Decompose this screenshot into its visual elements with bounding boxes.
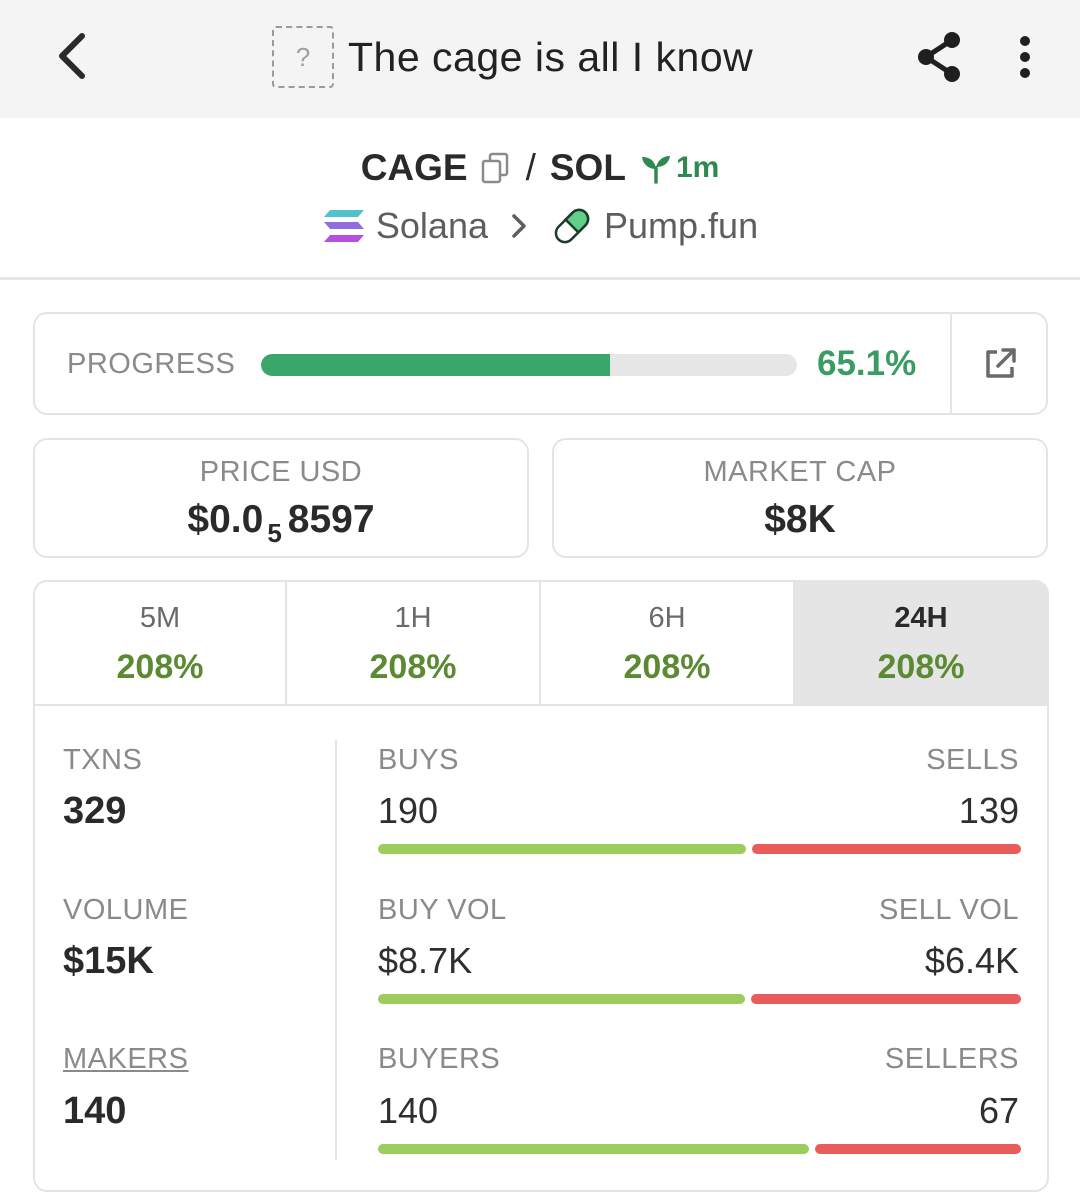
top-app-bar: ? The cage is all I know bbox=[0, 0, 1080, 118]
tab-change: 208% bbox=[623, 648, 711, 686]
buy-vol-ratio-bar bbox=[378, 994, 745, 1004]
dex-name: Pump.fun bbox=[604, 205, 759, 246]
sell-vol-ratio-bar bbox=[751, 994, 1021, 1004]
question-mark-icon: ? bbox=[295, 41, 311, 72]
bonding-progress-card: PROGRESS 65.1% bbox=[33, 312, 1048, 415]
seedling-icon bbox=[641, 156, 670, 184]
price-zero-count: 5 bbox=[267, 518, 282, 548]
tab-label: 24H bbox=[894, 602, 948, 634]
price-usd-value: $0.0 5 8597 bbox=[35, 498, 527, 549]
buyers-ratio-bar bbox=[378, 1144, 809, 1154]
sells-value: 139 bbox=[958, 790, 1019, 831]
tab-1h[interactable]: 1H 208% bbox=[287, 582, 541, 704]
tab-change: 208% bbox=[116, 648, 204, 686]
buys-ratio-bar bbox=[378, 844, 746, 854]
copy-icon bbox=[481, 152, 508, 184]
more-options-button[interactable] bbox=[1000, 28, 1050, 86]
progress-percent: 65.1% bbox=[817, 344, 917, 383]
tab-label: 1H bbox=[394, 602, 432, 634]
price-prefix: $0.0 bbox=[187, 498, 264, 541]
progress-label: PROGRESS bbox=[67, 348, 236, 380]
sell-vol-label: SELL VOL bbox=[879, 894, 1019, 926]
tab-label: 6H bbox=[648, 602, 686, 634]
title-group: ? The cage is all I know bbox=[272, 26, 753, 88]
solana-icon bbox=[323, 210, 364, 242]
sells-label: SELLS bbox=[926, 744, 1019, 776]
more-vertical-icon bbox=[1020, 36, 1030, 78]
pair-age-badge: 1m bbox=[640, 151, 719, 185]
buy-vol-value: $8.7K bbox=[378, 940, 473, 981]
price-digits: 8597 bbox=[287, 498, 375, 541]
buys-value: 190 bbox=[378, 790, 439, 831]
chain-breadcrumb: Solana Pump.fun bbox=[0, 198, 1080, 254]
share-button[interactable] bbox=[910, 28, 968, 86]
volume-value: $15K bbox=[63, 940, 154, 982]
share-icon bbox=[918, 32, 960, 82]
tab-5m[interactable]: 5M 208% bbox=[35, 582, 287, 704]
tab-change: 208% bbox=[877, 648, 965, 686]
timeframe-tabs: 5M 208% 1H 208% 6H 208% 24H 208% bbox=[35, 582, 1047, 706]
sell-vol-value: $6.4K bbox=[924, 940, 1019, 981]
pair-age: 1m bbox=[675, 151, 720, 184]
copy-address-button[interactable] bbox=[478, 149, 512, 187]
sellers-label: SELLERS bbox=[884, 1043, 1019, 1075]
pair-separator: / bbox=[525, 147, 536, 188]
market-cap-value: $8K bbox=[764, 498, 836, 541]
external-link-icon bbox=[986, 347, 1016, 378]
chain-link[interactable]: Solana bbox=[322, 205, 488, 247]
open-external-button[interactable] bbox=[950, 314, 1048, 413]
makers-link[interactable]: MAKERS bbox=[63, 1043, 189, 1075]
tab-6h[interactable]: 6H 208% bbox=[541, 582, 795, 704]
sells-ratio-bar bbox=[752, 844, 1021, 854]
price-usd-label: PRICE USD bbox=[199, 456, 363, 488]
sellers-value: 67 bbox=[978, 1090, 1019, 1131]
dex-link[interactable]: Pump.fun bbox=[550, 204, 758, 248]
txns-value: 329 bbox=[63, 790, 127, 832]
pair-header: CAGE / SOL 1m bbox=[0, 138, 1080, 198]
token-image-placeholder: ? bbox=[272, 26, 334, 88]
volume-label: VOLUME bbox=[63, 894, 189, 926]
sellers-ratio-bar bbox=[815, 1144, 1021, 1154]
buy-vol-label: BUY VOL bbox=[378, 894, 507, 926]
price-usd-card: PRICE USD $0.0 5 8597 bbox=[33, 438, 529, 558]
progress-bar-fill bbox=[261, 354, 610, 376]
chevron-left-icon bbox=[59, 33, 85, 79]
market-cap-label: MARKET CAP bbox=[703, 456, 897, 488]
txns-label: TXNS bbox=[63, 744, 143, 776]
progress-bar bbox=[261, 354, 797, 376]
section-divider bbox=[0, 277, 1080, 280]
tab-change: 208% bbox=[369, 648, 457, 686]
back-button[interactable] bbox=[44, 28, 100, 84]
base-token-symbol: CAGE bbox=[360, 147, 468, 188]
chain-name: Solana bbox=[375, 205, 488, 246]
buys-label: BUYS bbox=[378, 744, 459, 776]
chevron-right-icon bbox=[510, 213, 528, 239]
quote-token-symbol: SOL bbox=[549, 147, 626, 188]
market-cap-card: MARKET CAP $8K bbox=[552, 438, 1048, 558]
metrics-panel: 5M 208% 1H 208% 6H 208% 24H 208% TXNS 32… bbox=[33, 580, 1049, 1192]
column-divider bbox=[335, 740, 337, 1160]
page-title: The cage is all I know bbox=[348, 33, 754, 80]
tab-24h[interactable]: 24H 208% bbox=[795, 582, 1047, 704]
buyers-label: BUYERS bbox=[378, 1043, 501, 1075]
tab-label: 5M bbox=[139, 602, 181, 634]
makers-value: 140 bbox=[63, 1090, 127, 1132]
buyers-value: 140 bbox=[378, 1090, 439, 1131]
pill-icon bbox=[554, 208, 590, 244]
